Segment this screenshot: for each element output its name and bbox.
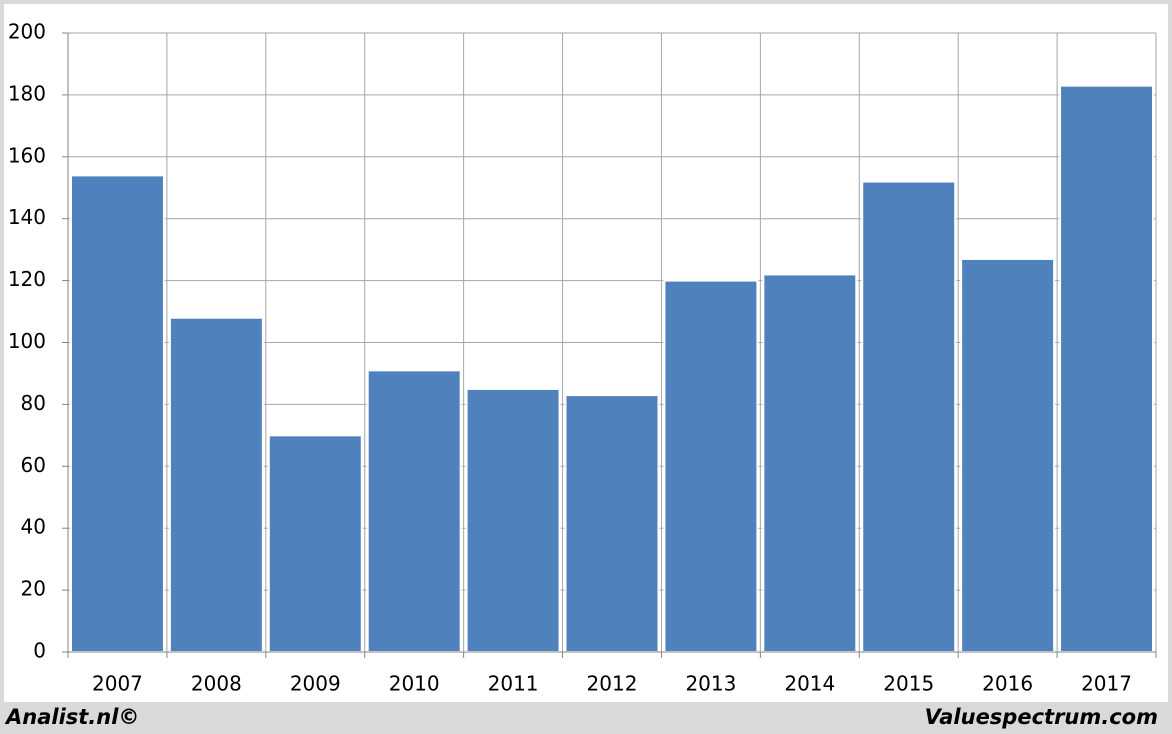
bar — [465, 387, 561, 653]
bar — [663, 279, 759, 653]
bar — [168, 316, 264, 653]
source-right: Valuespectrum.com — [925, 705, 1158, 729]
y-tick-label: 60 — [21, 453, 46, 477]
source-left: Analist.nl© — [4, 705, 139, 729]
y-tick-label: 80 — [21, 391, 46, 415]
y-tick-label: 180 — [8, 81, 46, 105]
y-tick-label: 200 — [8, 20, 46, 44]
y-tick-label: 0 — [33, 639, 46, 663]
x-tick-label: 2016 — [982, 672, 1033, 696]
y-tick-label: 20 — [21, 577, 46, 601]
bar — [267, 434, 363, 653]
x-tick-label: 2011 — [488, 672, 539, 696]
x-tick-label: 2013 — [685, 672, 736, 696]
y-tick-label: 120 — [8, 267, 46, 291]
bar — [1059, 84, 1155, 654]
bar — [69, 174, 165, 653]
x-tick-label: 2015 — [883, 672, 934, 696]
y-tick-label: 160 — [8, 143, 46, 167]
x-tick-label: 2014 — [784, 672, 835, 696]
y-tick-label: 140 — [8, 205, 46, 229]
bar — [564, 394, 660, 653]
y-tick-label: 100 — [8, 329, 46, 353]
x-tick-label: 2009 — [290, 672, 341, 696]
x-tick-label: 2010 — [389, 672, 440, 696]
x-tick-label: 2012 — [587, 672, 638, 696]
x-tick-label: 2017 — [1081, 672, 1132, 696]
y-tick-label: 40 — [21, 515, 46, 539]
bar — [861, 180, 957, 653]
x-tick-label: 2007 — [92, 672, 143, 696]
bar — [762, 273, 858, 653]
x-tick-label: 2008 — [191, 672, 242, 696]
bar — [960, 257, 1056, 653]
bar — [366, 369, 462, 653]
